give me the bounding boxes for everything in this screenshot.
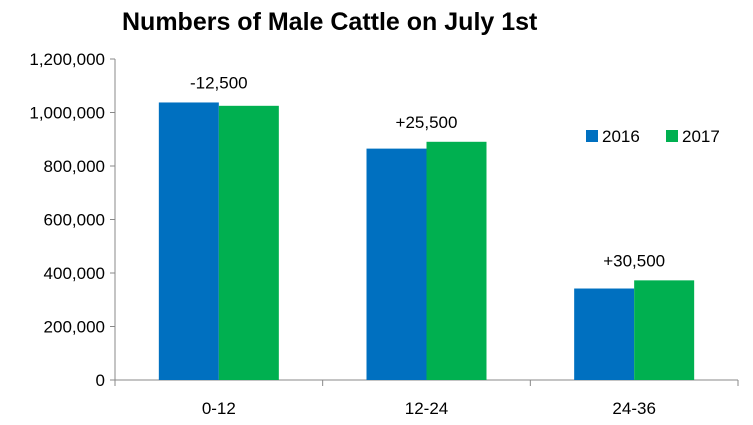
bar-2016-24-36 (574, 288, 635, 380)
y-tick-label: 1,000,000 (29, 104, 105, 123)
legend-label-2017: 2017 (682, 127, 720, 146)
bar-annotation: -12,500 (190, 73, 248, 92)
bar-2017-12-24 (426, 141, 487, 380)
x-tick-label: 12-24 (405, 399, 448, 418)
x-tick-label: 24-36 (612, 399, 655, 418)
bar-annotation: +25,500 (396, 113, 458, 132)
y-tick-label: 1,200,000 (29, 50, 105, 69)
bar-annotation: +30,500 (603, 251, 665, 270)
legend-swatch-2016 (586, 130, 598, 142)
bar-2016-0-12 (158, 102, 219, 380)
y-tick-label: 800,000 (44, 157, 105, 176)
bar-2017-24-36 (634, 280, 695, 380)
legend-label-2016: 2016 (602, 127, 640, 146)
y-tick-label: 200,000 (44, 318, 105, 337)
chart-title: Numbers of Male Cattle on July 1st (122, 8, 538, 36)
y-tick-label: 0 (96, 371, 105, 390)
bar-2016-12-24 (366, 148, 427, 380)
y-tick-label: 400,000 (44, 264, 105, 283)
y-tick-label: 600,000 (44, 211, 105, 230)
x-tick-label: 0-12 (202, 399, 236, 418)
bar-2017-0-12 (218, 105, 279, 380)
legend-swatch-2017 (666, 130, 678, 142)
